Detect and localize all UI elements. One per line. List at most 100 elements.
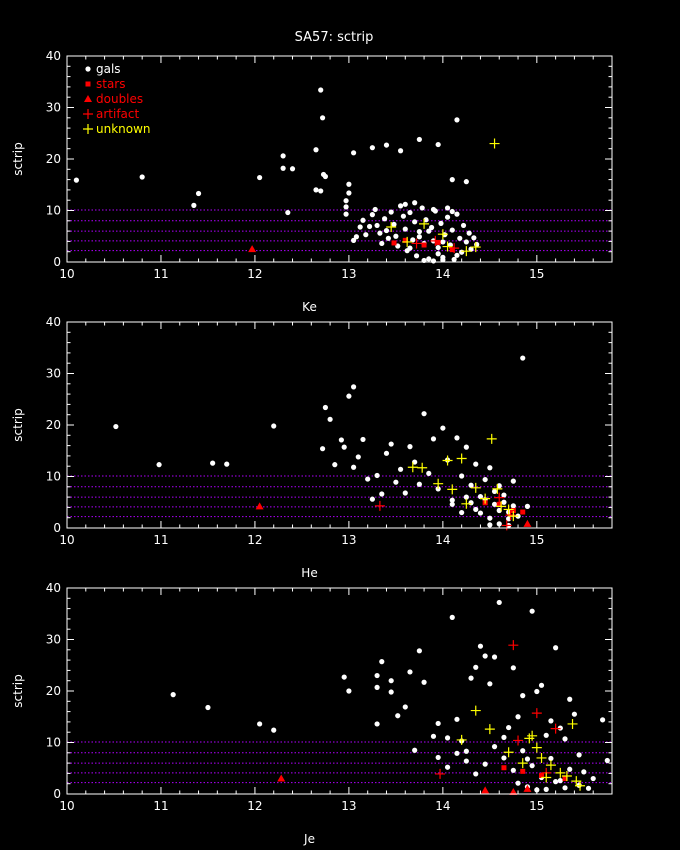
data-point-plus xyxy=(555,767,566,778)
y-tick-label: 40 xyxy=(46,49,61,63)
legend-item-doubles: doubles xyxy=(84,92,143,106)
data-point-circle xyxy=(365,476,371,482)
data-point-circle xyxy=(471,235,477,241)
data-point-plus xyxy=(567,718,578,729)
y-tick-label: 0 xyxy=(53,787,61,801)
data-point-circle xyxy=(438,220,444,226)
data-point-circle xyxy=(289,166,296,172)
data-point-circle xyxy=(139,174,145,180)
data-point-circle xyxy=(487,465,493,471)
data-point-triangle xyxy=(255,502,264,510)
data-point-circle xyxy=(482,653,488,659)
data-point-circle xyxy=(346,181,352,187)
y-tick-label: 30 xyxy=(46,633,61,647)
data-point-circle xyxy=(412,747,418,753)
x-tick-label: 12 xyxy=(247,799,262,813)
data-point-square xyxy=(562,776,568,782)
data-point-circle xyxy=(529,763,535,769)
data-point-circle xyxy=(487,515,493,521)
data-point-circle xyxy=(567,766,573,772)
data-point-circle xyxy=(191,202,197,208)
data-point-circle xyxy=(468,482,474,488)
data-point-circle xyxy=(318,188,324,194)
x-tick-label: 13 xyxy=(341,799,356,813)
y-axis-label: sctrip xyxy=(11,408,25,441)
y-tick-label: 20 xyxy=(46,684,61,698)
data-point-circle xyxy=(350,464,357,470)
x-tick-label: 12 xyxy=(247,533,262,547)
y-tick-label: 0 xyxy=(53,255,61,269)
data-point-circle xyxy=(257,721,263,727)
data-point-circle xyxy=(332,462,338,468)
data-point-circle xyxy=(454,435,460,441)
data-point-circle xyxy=(407,209,413,216)
data-point-plus xyxy=(419,218,430,229)
data-point-circle xyxy=(454,117,460,123)
data-point-plus xyxy=(513,735,524,746)
legend-item-unknown: unknown xyxy=(83,122,151,136)
y-tick-label: 40 xyxy=(46,315,61,329)
data-point-plus xyxy=(402,236,413,247)
data-point-circle xyxy=(313,147,319,153)
data-point-plus xyxy=(461,498,472,509)
data-point-plus xyxy=(456,453,467,464)
data-point-circle xyxy=(379,491,385,497)
x-tick-label: 14 xyxy=(435,267,450,281)
data-point-circle xyxy=(435,486,441,492)
data-point-circle xyxy=(553,779,559,785)
data-point-circle xyxy=(435,720,441,727)
data-point-plus xyxy=(417,462,428,473)
data-point-triangle xyxy=(248,245,257,253)
data-point-circle xyxy=(548,755,554,762)
data-point-square xyxy=(449,247,455,253)
data-point-circle xyxy=(413,253,420,259)
data-point-plus xyxy=(492,483,503,494)
data-point-circle xyxy=(463,494,469,500)
data-point-circle xyxy=(477,510,484,516)
data-point-circle xyxy=(341,674,347,680)
data-point-plus xyxy=(461,246,472,257)
data-point-triangle xyxy=(509,787,518,795)
data-point-circle xyxy=(463,444,469,450)
legend-symbol-plus xyxy=(83,124,93,134)
data-point-circle xyxy=(501,755,507,761)
data-point-circle xyxy=(562,785,568,791)
data-point-circle xyxy=(520,748,526,754)
x-tick-label: 14 xyxy=(435,799,450,813)
data-point-circle xyxy=(346,190,352,196)
data-point-circle xyxy=(388,689,394,695)
data-point-circle xyxy=(402,226,408,232)
data-point-circle xyxy=(538,682,545,688)
data-point-circle xyxy=(430,733,437,739)
data-point-circle xyxy=(343,204,349,210)
data-point-circle xyxy=(515,714,521,720)
data-point-square xyxy=(510,507,516,513)
data-point-square xyxy=(501,765,507,771)
data-point-circle xyxy=(379,659,385,665)
data-point-plus xyxy=(561,770,572,781)
data-point-circle xyxy=(374,472,380,479)
data-point-circle xyxy=(482,761,488,767)
data-point-circle xyxy=(454,750,460,756)
data-point-circle xyxy=(557,778,563,784)
data-point-circle xyxy=(338,437,344,443)
data-point-circle xyxy=(440,425,446,431)
data-point-circle xyxy=(319,446,326,452)
data-point-circle xyxy=(383,142,390,148)
data-point-circle xyxy=(377,230,383,236)
data-point-triangle xyxy=(523,519,532,527)
y-tick-label: 0 xyxy=(53,521,61,535)
data-point-plus xyxy=(470,705,481,716)
data-point-circle xyxy=(313,187,319,193)
data-point-circle xyxy=(585,785,592,791)
data-point-circle xyxy=(374,672,380,679)
data-point-circle xyxy=(430,258,437,264)
data-point-circle xyxy=(510,767,516,773)
data-point-circle xyxy=(319,115,326,121)
data-point-circle xyxy=(369,212,375,218)
data-point-circle xyxy=(382,216,388,222)
data-point-plus xyxy=(437,229,448,240)
data-point-circle xyxy=(224,461,230,467)
x-tick-label: 15 xyxy=(529,533,544,547)
